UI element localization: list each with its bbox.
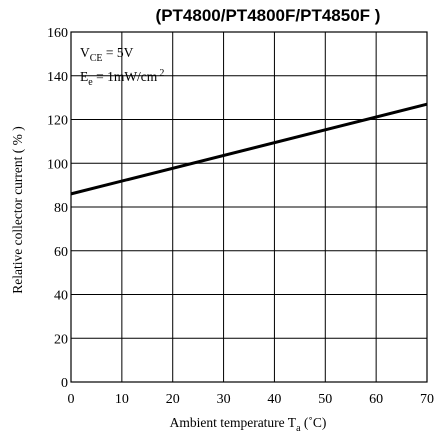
chart-title: (PT4800/PT4800F/PT4850F ) — [156, 6, 381, 25]
x-tick-label: 0 — [68, 392, 75, 407]
y-tick-label: 140 — [47, 70, 68, 85]
x-tick-label: 50 — [318, 392, 332, 407]
grid — [70, 31, 428, 383]
y-tick-label: 100 — [47, 157, 68, 172]
x-tick-label: 20 — [166, 392, 180, 407]
series-line — [70, 102, 428, 196]
x-axis-label: Ambient temperature Ta (˚C) — [170, 415, 327, 434]
series-group — [70, 102, 428, 196]
x-tick-label: 40 — [267, 392, 281, 407]
y-tick-label: 60 — [54, 245, 68, 260]
y-tick-label: 160 — [47, 26, 68, 41]
y-axis-label: Relative collector current ( % ) — [10, 126, 25, 294]
y-tick-label: 40 — [54, 289, 68, 304]
x-tick-label: 70 — [420, 392, 434, 407]
y-tick-label: 0 — [61, 376, 68, 391]
x-tick-label: 10 — [115, 392, 129, 407]
y-tick-label: 120 — [47, 114, 68, 129]
x-tick-labels: 0 10 20 30 40 50 60 70 — [68, 392, 435, 407]
y-tick-label: 80 — [54, 201, 68, 216]
annotation-ee: Ee = 1mW/cm 2 — [80, 68, 164, 88]
y-tick-labels: 0 20 40 60 80 100 120 140 160 — [47, 26, 68, 391]
x-tick-label: 30 — [217, 392, 231, 407]
y-tick-label: 20 — [54, 332, 68, 347]
plot-frame — [70, 31, 428, 383]
x-tick-label: 60 — [369, 392, 383, 407]
annotation-vce: VCE = 5V — [80, 45, 134, 64]
